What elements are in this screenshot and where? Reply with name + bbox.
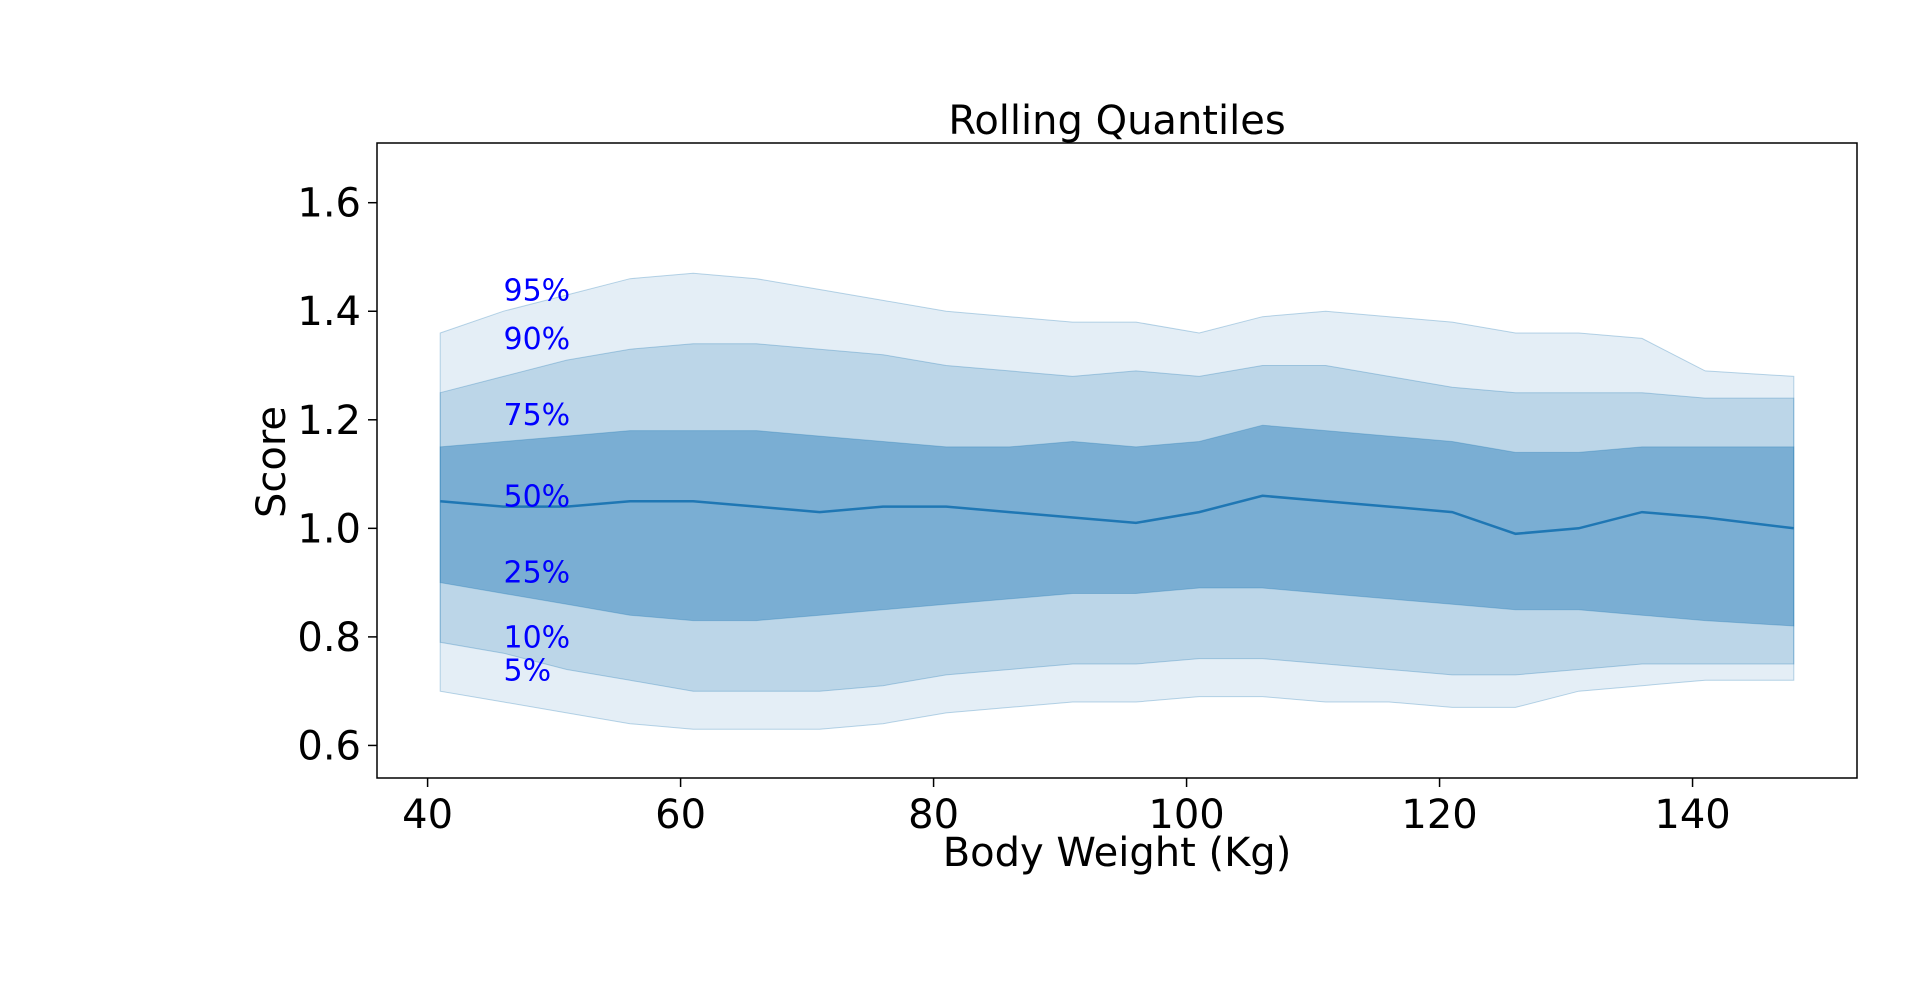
quantile-label: 95% [503,273,570,308]
band-5-95 [439,272,1795,730]
x-tick-label: 80 [908,792,959,838]
y-axis-title: Score [249,406,295,518]
quantile-label: 90% [503,322,570,357]
band-10-90 [439,343,1795,692]
y-tick-label: 0.8 [297,615,361,661]
chart-title: Rolling Quantiles [948,98,1285,144]
quantile-label: 10% [503,621,570,656]
quantile-label: 75% [503,398,570,433]
y-tick-label: 1.2 [297,398,361,444]
x-tick-label: 60 [655,792,706,838]
y-tick-label: 1.4 [297,289,361,335]
x-tick-label: 40 [402,792,453,838]
quantile-bands [439,272,1795,730]
y-axis-ticks: 0.6 0.8 1.0 1.2 1.4 1.6 [297,181,377,769]
x-axis-ticks: 40 60 80 100 120 140 [402,778,1731,838]
y-tick-label: 1.0 [297,506,361,552]
quantile-label: 25% [503,556,570,591]
x-tick-label: 140 [1654,792,1730,838]
quantile-label: 5% [503,653,551,688]
quantile-labels: 95% 90% 75% 50% 25% 10%5% [503,273,570,688]
quantile-label: 50% [503,480,570,515]
x-axis-title: Body Weight (Kg) [943,830,1292,876]
y-tick-label: 0.6 [297,723,361,769]
median-line-group [440,494,1794,536]
median-line [440,494,1794,536]
x-tick-label: 100 [1148,792,1224,838]
plot-frame [376,142,1858,779]
band-25-75 [439,424,1795,627]
y-tick-label: 1.6 [297,181,361,227]
x-tick-label: 120 [1401,792,1477,838]
